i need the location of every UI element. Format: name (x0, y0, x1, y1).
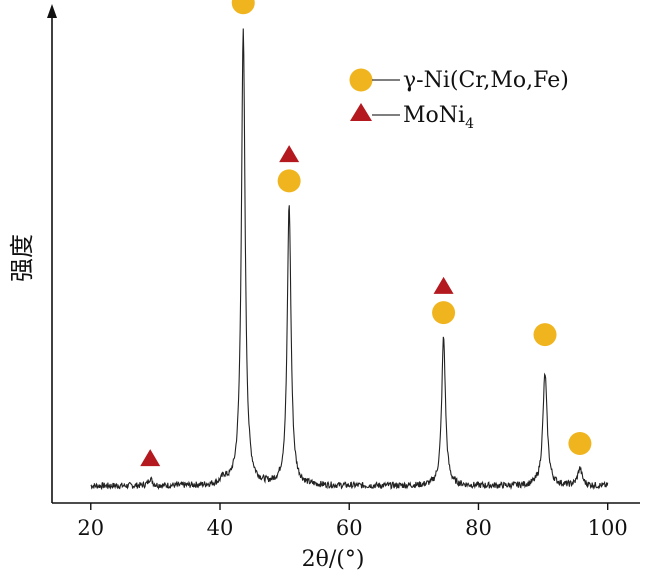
x-tick-label: 20 (77, 516, 104, 540)
legend-label-moni4-subscript: 4 (465, 116, 474, 132)
legend-label-moni4: MoNi4 (403, 103, 474, 132)
moni4-triangle-marker (279, 145, 300, 163)
gamma-ni-circle-marker (432, 301, 456, 325)
x-tick-label: 60 (336, 516, 363, 540)
axes (47, 4, 640, 504)
moni4-triangle-marker (140, 449, 161, 467)
x-tick-label: 40 (207, 516, 234, 540)
legend-label-gamma-ni: γ-Ni(Cr,Mo,Fe) (403, 68, 569, 93)
gamma-ni-circle-marker (533, 323, 557, 347)
gamma-ni-circle-marker (568, 431, 592, 455)
y-axis-title: 强度 (8, 234, 36, 282)
gamma-ni-circle-marker (231, 0, 255, 15)
legend: γ-Ni(Cr,Mo,Fe) MoNi4 (349, 68, 569, 132)
x-axis-title: 2θ/(°) (302, 547, 365, 572)
x-tick-label: 100 (588, 516, 628, 540)
y-axis-arrow-icon (47, 4, 57, 18)
xrd-pattern-line (90, 28, 609, 491)
peak-markers (140, 0, 592, 467)
x-tick-label: 80 (465, 516, 492, 540)
moni4-triangle-marker (433, 276, 454, 294)
gamma-ni-circle-marker (277, 169, 301, 193)
legend-label-moni4-main: MoNi (403, 103, 465, 128)
legend-triangle-marker-icon (350, 103, 372, 121)
legend-circle-marker-icon (349, 68, 373, 92)
x-ticks: 20 40 60 80 100 (77, 503, 628, 540)
